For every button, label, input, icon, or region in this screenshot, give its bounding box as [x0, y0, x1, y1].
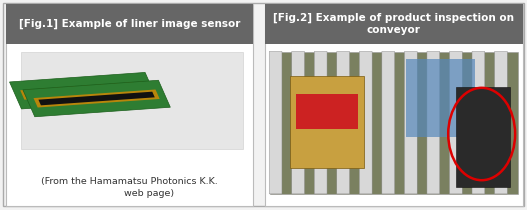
FancyBboxPatch shape [337, 51, 349, 194]
FancyBboxPatch shape [494, 51, 508, 194]
Text: [Fig.1] Example of liner image sensor: [Fig.1] Example of liner image sensor [19, 19, 240, 29]
FancyBboxPatch shape [3, 3, 524, 206]
FancyBboxPatch shape [404, 51, 417, 194]
FancyBboxPatch shape [269, 51, 282, 194]
FancyBboxPatch shape [456, 87, 510, 187]
Text: [Fig.2] Example of product inspection on
conveyor: [Fig.2] Example of product inspection on… [273, 13, 514, 35]
Text: (From the Hamamatsu Photonics K.K.: (From the Hamamatsu Photonics K.K. [41, 177, 218, 186]
FancyBboxPatch shape [9, 72, 157, 109]
FancyBboxPatch shape [6, 4, 253, 43]
FancyBboxPatch shape [314, 51, 327, 194]
FancyBboxPatch shape [427, 51, 440, 194]
FancyBboxPatch shape [38, 92, 155, 105]
FancyBboxPatch shape [265, 4, 523, 43]
FancyBboxPatch shape [359, 51, 372, 194]
FancyBboxPatch shape [25, 84, 141, 97]
FancyBboxPatch shape [472, 51, 485, 194]
FancyBboxPatch shape [450, 51, 462, 194]
FancyBboxPatch shape [296, 94, 358, 129]
FancyBboxPatch shape [23, 80, 170, 117]
FancyBboxPatch shape [34, 89, 160, 108]
FancyBboxPatch shape [21, 52, 243, 149]
FancyBboxPatch shape [6, 4, 253, 206]
FancyBboxPatch shape [292, 51, 305, 194]
FancyBboxPatch shape [265, 4, 523, 206]
FancyBboxPatch shape [270, 52, 518, 194]
FancyBboxPatch shape [406, 59, 475, 137]
FancyBboxPatch shape [20, 82, 147, 100]
FancyBboxPatch shape [289, 76, 364, 168]
FancyBboxPatch shape [382, 51, 395, 194]
Text: web page): web page) [124, 189, 174, 198]
